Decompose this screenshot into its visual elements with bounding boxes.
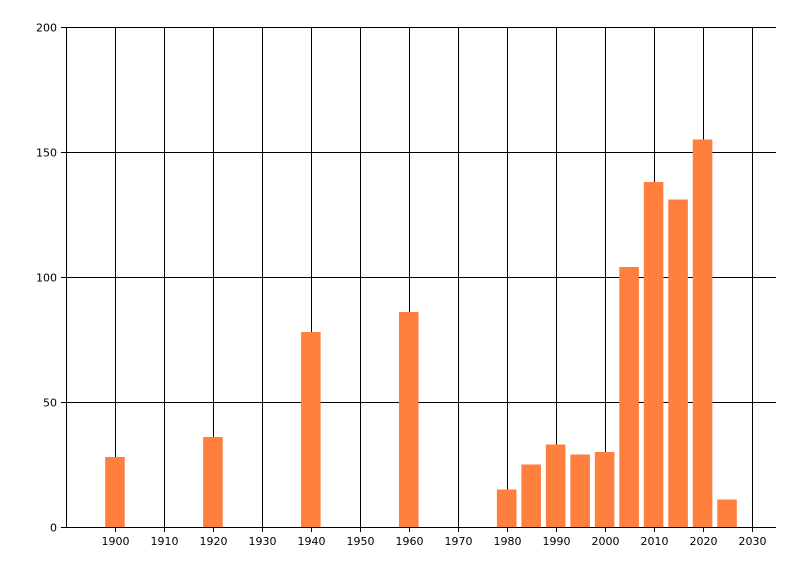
bar-1985	[521, 464, 541, 527]
x-tick-label: 1900	[102, 535, 130, 548]
bar-2000	[594, 452, 615, 527]
bar-2015	[668, 199, 688, 527]
x-tick-label: 1950	[347, 535, 375, 548]
bar-2010	[643, 182, 664, 527]
bar-1940	[301, 332, 321, 527]
x-tick-label: 1920	[200, 535, 228, 548]
x-tick-label: 2030	[739, 535, 767, 548]
y-tick-label: 100	[36, 272, 57, 285]
bar-1990	[545, 444, 566, 527]
x-tick-label: 1970	[445, 535, 473, 548]
x-tick-label: 1910	[151, 535, 179, 548]
x-tick-label: 1960	[396, 535, 424, 548]
y-tick-label: 150	[36, 147, 57, 160]
bar-2025	[717, 499, 737, 527]
bar-1920	[203, 437, 223, 527]
bars	[105, 139, 737, 527]
bar-1960	[398, 312, 419, 527]
x-tick-label: 1930	[249, 535, 277, 548]
axes	[66, 27, 776, 528]
bar-1900	[105, 457, 125, 527]
x-tick-label: 1990	[543, 535, 571, 548]
y-axis-ticks: 0 50 100 150 200	[36, 22, 66, 535]
x-tick-label: 1940	[298, 535, 326, 548]
bar-1995	[570, 454, 590, 527]
y-tick-label: 50	[43, 397, 57, 410]
bar-2020	[692, 139, 713, 527]
x-axis-ticks: 1900 1910 1920 1930 1940 1950 1960 1970 1980 1990…	[102, 527, 767, 548]
x-tick-label: 2010	[641, 535, 669, 548]
bar-1980	[496, 489, 517, 527]
x-tick-label: 2020	[690, 535, 718, 548]
x-tick-label: 1980	[494, 535, 522, 548]
y-tick-label: 0	[50, 522, 57, 535]
y-tick-label: 200	[36, 22, 57, 35]
x-tick-label: 2000	[592, 535, 620, 548]
bar-2005	[619, 267, 639, 527]
